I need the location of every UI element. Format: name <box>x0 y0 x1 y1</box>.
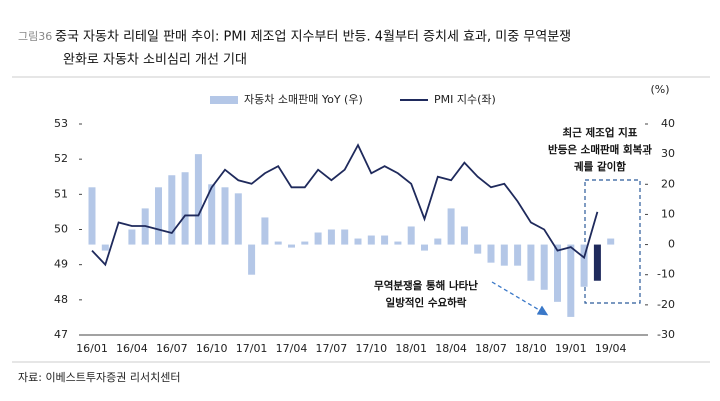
x-tick-label: 19/01 <box>555 342 587 355</box>
bar <box>580 244 588 287</box>
bar <box>593 244 601 281</box>
y2-tick-label: 30 <box>661 147 675 160</box>
bar <box>128 229 136 245</box>
x-tick-label: 18/04 <box>435 342 467 355</box>
y-tick-label: 50 <box>54 223 68 236</box>
y-tick-label: 52 <box>54 152 68 165</box>
x-tick-label: 17/01 <box>236 342 268 355</box>
bar <box>327 229 335 245</box>
bar <box>460 226 468 245</box>
y2-tick-label: 0 <box>668 238 675 251</box>
bar <box>554 244 561 302</box>
bar <box>88 187 96 245</box>
bar <box>261 217 269 245</box>
bar <box>474 244 482 254</box>
annotation: 무역분쟁을 통해 나타난 <box>374 279 478 292</box>
y2-unit: (%) <box>650 83 669 96</box>
bar <box>354 238 362 245</box>
arrow <box>491 281 549 316</box>
x-tick-label: 18/01 <box>395 342 427 355</box>
y2-tick-label: 10 <box>661 207 675 220</box>
y2-tick-label: -30 <box>657 328 675 341</box>
bar <box>487 244 495 263</box>
bar <box>407 226 415 245</box>
bar <box>101 244 109 251</box>
bar <box>168 175 176 245</box>
bar <box>274 241 282 245</box>
bar <box>248 244 256 275</box>
bar <box>447 208 455 245</box>
bar <box>381 235 389 245</box>
bar <box>607 238 615 245</box>
bar <box>221 187 229 245</box>
chart-title: 완화로 자동차 소비심리 개선 기대 <box>63 53 247 68</box>
legend-label: PMI 지수(좌) <box>434 93 496 106</box>
bar <box>394 241 402 245</box>
bar <box>567 244 575 317</box>
bar <box>155 187 162 245</box>
bar <box>301 241 309 245</box>
bar <box>208 184 216 245</box>
highlight-box <box>584 179 641 304</box>
x-tick-label: 19/04 <box>595 342 627 355</box>
annotation: 궤를 같이함 <box>574 160 626 173</box>
x-tick-label: 17/10 <box>355 342 387 355</box>
y-tick-label: 53 <box>54 117 68 130</box>
bar <box>194 154 202 245</box>
y-tick-label: 47 <box>54 328 68 341</box>
line <box>91 143 599 267</box>
y2-tick-label: 20 <box>661 177 675 190</box>
y-tick-label: 51 <box>54 187 68 200</box>
bar <box>367 235 375 245</box>
annotation: 반등은 소매판매 회복과 <box>548 143 652 156</box>
x-tick-label: 16/01 <box>76 342 108 355</box>
bar <box>234 193 242 245</box>
legend-swatch <box>210 96 238 104</box>
chart-title: 중국 자동차 리테일 판매 추이: PMI 제조업 지수부터 반등. 4월부터 … <box>55 30 571 45</box>
x-tick-label: 18/10 <box>515 342 547 355</box>
bar <box>434 238 442 245</box>
bar <box>527 244 535 281</box>
bar <box>181 172 189 245</box>
bar <box>341 229 349 245</box>
bar <box>288 244 295 248</box>
annotation: 일방적인 수요하락 <box>386 296 467 309</box>
x-tick-label: 16/04 <box>116 342 148 355</box>
figure-label: 그림36 <box>18 30 52 43</box>
bar <box>500 244 508 266</box>
y2-tick-label: -20 <box>657 298 675 311</box>
y-tick-label: 49 <box>54 258 68 271</box>
x-tick-label: 17/04 <box>276 342 308 355</box>
x-tick-label: 16/10 <box>196 342 228 355</box>
annotation: 최근 제조업 지표 <box>563 126 638 139</box>
y2-tick-label: -10 <box>657 268 675 281</box>
bar <box>540 244 548 290</box>
bar <box>514 244 522 266</box>
legend-label: 자동차 소매판매 YoY (우) <box>244 93 363 106</box>
x-tick-label: 16/07 <box>156 342 188 355</box>
source: 자료: 이베스트투자증권 리서치센터 <box>18 371 181 384</box>
bar <box>314 232 322 245</box>
y2-tick-label: 40 <box>661 117 675 130</box>
x-tick-label: 18/07 <box>475 342 507 355</box>
x-tick-label: 17/07 <box>316 342 348 355</box>
y-tick-label: 48 <box>54 293 68 306</box>
bar <box>421 244 428 251</box>
